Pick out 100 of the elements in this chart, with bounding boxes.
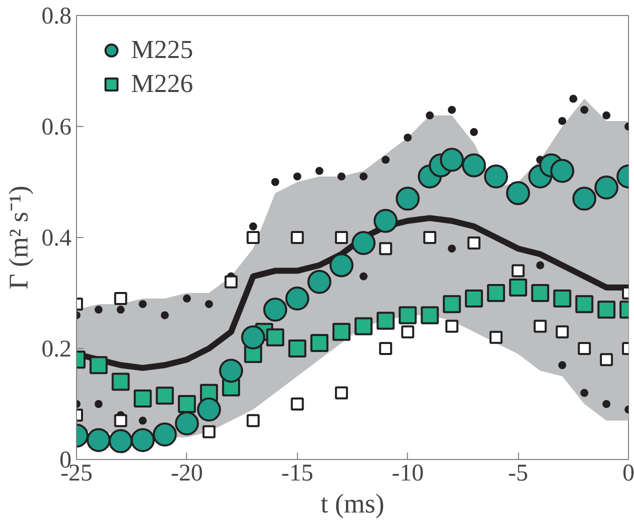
point: [182, 294, 191, 303]
point: [290, 231, 304, 244]
point: [360, 172, 368, 180]
point: [445, 320, 458, 333]
point: [594, 176, 618, 200]
point: [487, 284, 506, 302]
point: [569, 94, 578, 103]
point: [310, 334, 328, 352]
point: [580, 388, 588, 397]
point: [379, 242, 392, 256]
point: [152, 422, 177, 447]
point: [90, 356, 108, 374]
point: [602, 111, 610, 120]
point: [575, 295, 594, 314]
point: [572, 186, 596, 211]
point: [112, 372, 130, 391]
point: [578, 342, 591, 355]
point: [334, 231, 348, 244]
point: [401, 325, 414, 338]
point: [382, 156, 390, 164]
point: [288, 340, 306, 358]
point: [550, 158, 574, 183]
point: [134, 389, 152, 408]
point: [354, 317, 373, 336]
point: [467, 236, 480, 250]
point: [315, 166, 324, 175]
point: [553, 290, 572, 308]
y-tick-label: 0.4: [42, 226, 72, 252]
point: [506, 181, 530, 206]
x-tick-label: 0: [622, 460, 634, 486]
x-tick-label: -10: [392, 460, 424, 486]
point: [196, 398, 221, 422]
legend-label: M225: [131, 35, 194, 65]
point: [600, 353, 613, 366]
point: [442, 295, 461, 314]
point: [138, 300, 147, 308]
point: [108, 429, 133, 454]
point: [352, 231, 376, 256]
point: [464, 290, 483, 308]
point: [285, 286, 310, 311]
point: [174, 411, 199, 436]
point: [420, 306, 439, 324]
point: [423, 231, 436, 244]
point: [484, 164, 508, 188]
point: [490, 330, 503, 344]
x-axis-title: t (ms): [320, 488, 384, 518]
point: [332, 322, 350, 341]
point: [602, 400, 610, 408]
point: [138, 416, 147, 425]
point: [448, 106, 456, 114]
point: [263, 298, 288, 322]
point: [440, 148, 464, 172]
point: [204, 300, 213, 308]
point: [293, 172, 302, 180]
point: [241, 325, 266, 350]
point: [531, 284, 550, 302]
point: [360, 272, 368, 280]
point: [448, 244, 456, 253]
point: [512, 264, 525, 278]
y-tick-label: 0.2: [42, 336, 72, 362]
point: [534, 320, 547, 333]
point: [307, 270, 332, 294]
point: [246, 231, 260, 244]
point: [426, 111, 434, 120]
y-tick-label: 0.8: [42, 4, 72, 30]
x-tick-label: -15: [281, 460, 314, 486]
point: [224, 275, 238, 288]
point: [597, 300, 616, 319]
point: [94, 400, 103, 408]
point: [470, 128, 478, 136]
point: [558, 361, 566, 370]
point: [334, 386, 348, 400]
point: [536, 261, 544, 270]
point: [116, 306, 125, 314]
point: [398, 306, 417, 324]
point: [130, 428, 155, 452]
point: [249, 222, 258, 230]
point: [374, 208, 398, 233]
y-axis-title: Γ (m² s⁻¹): [4, 186, 34, 290]
point: [114, 414, 128, 428]
point: [156, 386, 174, 405]
point: [558, 116, 566, 125]
point: [86, 428, 111, 452]
y-tick-label: 0.6: [42, 114, 72, 140]
point: [160, 311, 169, 320]
point: [178, 395, 196, 413]
point: [580, 106, 588, 114]
point: [202, 425, 216, 438]
point: [556, 325, 569, 338]
point: [219, 358, 244, 383]
point: [246, 414, 260, 428]
point: [509, 278, 528, 296]
point: [266, 328, 284, 346]
legend-label: M226: [131, 69, 194, 99]
point: [462, 153, 486, 178]
x-tick-label: -20: [170, 460, 203, 486]
point: [329, 253, 354, 278]
point: [94, 306, 103, 314]
point: [271, 178, 280, 186]
point: [396, 186, 420, 211]
